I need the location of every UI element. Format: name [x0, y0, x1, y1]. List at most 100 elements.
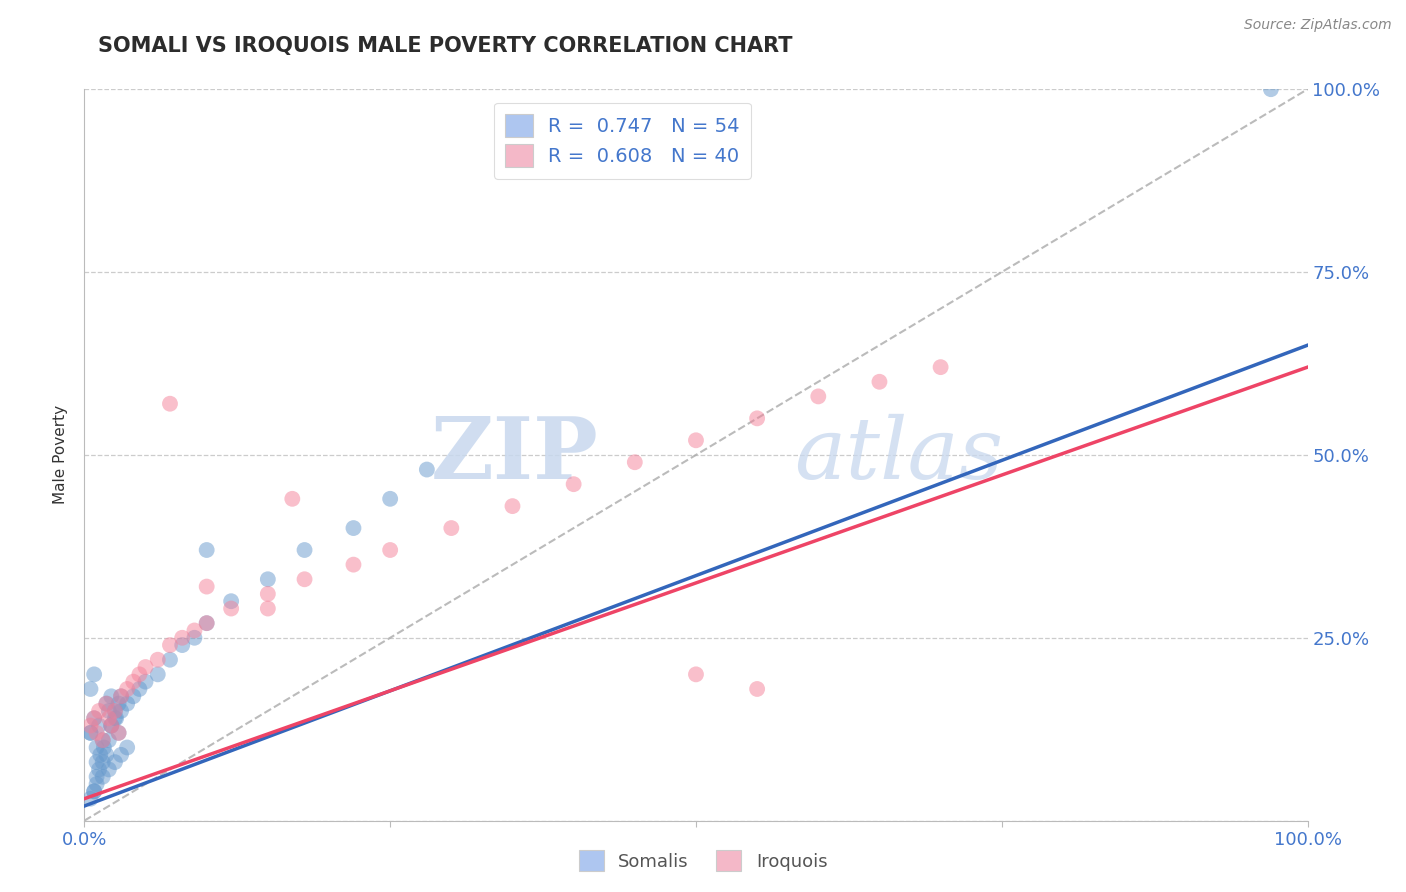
- Point: [83, 711, 105, 725]
- Point: [100, 718, 122, 732]
- Point: [107, 726, 129, 740]
- Legend: R =  0.747   N = 54, R =  0.608   N = 40: R = 0.747 N = 54, R = 0.608 N = 40: [494, 103, 751, 178]
- Point: [97, 704, 120, 718]
- Point: [91, 733, 114, 747]
- Point: [107, 697, 129, 711]
- Point: [115, 740, 138, 755]
- Point: [172, 638, 194, 652]
- Point: [440, 521, 463, 535]
- Point: [104, 755, 127, 769]
- Point: [86, 740, 108, 755]
- Point: [747, 681, 769, 696]
- Point: [159, 653, 181, 667]
- Point: [86, 770, 108, 784]
- Point: [104, 704, 127, 718]
- Point: [294, 543, 316, 558]
- Point: [159, 638, 181, 652]
- Point: [91, 733, 114, 747]
- Point: [342, 558, 364, 572]
- Point: [91, 755, 114, 769]
- Point: [128, 681, 150, 696]
- Point: [115, 697, 138, 711]
- Point: [100, 718, 122, 732]
- Point: [380, 491, 402, 506]
- Point: [146, 653, 169, 667]
- Point: [183, 624, 205, 638]
- Point: [195, 616, 218, 631]
- Point: [110, 704, 132, 718]
- Point: [100, 690, 122, 704]
- Point: [135, 674, 157, 689]
- Point: [83, 784, 105, 798]
- Point: [86, 755, 108, 769]
- Point: [83, 667, 105, 681]
- Point: [89, 747, 111, 762]
- Point: [195, 616, 218, 631]
- Text: ZIP: ZIP: [430, 413, 598, 497]
- Point: [685, 667, 707, 681]
- Point: [219, 594, 242, 608]
- Point: [83, 784, 105, 798]
- Point: [281, 491, 304, 506]
- Point: [105, 711, 128, 725]
- Point: [195, 580, 218, 594]
- Point: [159, 397, 181, 411]
- Point: [502, 499, 524, 513]
- Point: [96, 697, 118, 711]
- Point: [110, 690, 132, 704]
- Point: [869, 375, 891, 389]
- Point: [807, 389, 830, 403]
- Point: [96, 697, 118, 711]
- Point: [97, 711, 120, 725]
- Point: [110, 690, 132, 704]
- Point: [79, 718, 101, 732]
- Point: [416, 462, 439, 476]
- Point: [79, 726, 101, 740]
- Point: [87, 763, 110, 777]
- Point: [96, 747, 118, 762]
- Point: [115, 681, 138, 696]
- Point: [87, 704, 110, 718]
- Point: [257, 572, 280, 586]
- Point: [146, 667, 169, 681]
- Point: [93, 740, 115, 755]
- Point: [79, 791, 101, 805]
- Point: [624, 455, 647, 469]
- Point: [122, 674, 145, 689]
- Point: [128, 667, 150, 681]
- Text: Source: ZipAtlas.com: Source: ZipAtlas.com: [1244, 18, 1392, 32]
- Point: [929, 360, 952, 375]
- Point: [257, 587, 280, 601]
- Point: [97, 763, 120, 777]
- Point: [380, 543, 402, 558]
- Point: [342, 521, 364, 535]
- Point: [100, 718, 122, 732]
- Point: [107, 726, 129, 740]
- Text: atlas: atlas: [794, 414, 1002, 496]
- Point: [79, 681, 101, 696]
- Point: [122, 690, 145, 704]
- Point: [83, 711, 105, 725]
- Point: [172, 631, 194, 645]
- Point: [104, 704, 127, 718]
- Point: [257, 601, 280, 615]
- Point: [104, 711, 127, 725]
- Point: [1260, 82, 1282, 96]
- Point: [79, 726, 101, 740]
- Point: [219, 601, 242, 615]
- Point: [747, 411, 769, 425]
- Point: [97, 733, 120, 747]
- Point: [183, 631, 205, 645]
- Point: [91, 770, 114, 784]
- Point: [685, 434, 707, 448]
- Text: SOMALI VS IROQUOIS MALE POVERTY CORRELATION CHART: SOMALI VS IROQUOIS MALE POVERTY CORRELAT…: [98, 36, 793, 55]
- Point: [294, 572, 316, 586]
- Legend: Somalis, Iroquois: Somalis, Iroquois: [571, 843, 835, 879]
- Point: [86, 726, 108, 740]
- Point: [110, 747, 132, 762]
- Point: [87, 718, 110, 732]
- Point: [135, 660, 157, 674]
- Point: [86, 777, 108, 791]
- Point: [195, 543, 218, 558]
- Point: [562, 477, 585, 491]
